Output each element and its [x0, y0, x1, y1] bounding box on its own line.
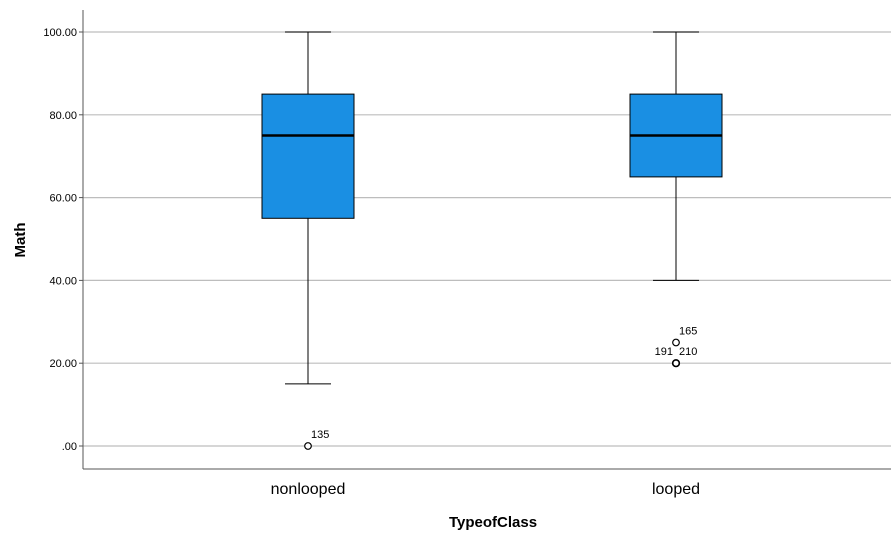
- outlier-point: [304, 442, 312, 450]
- boxes: 135 165 210 191: [261, 31, 723, 450]
- outlier-label: 135: [311, 429, 329, 441]
- outlier-label: 165: [679, 326, 697, 338]
- y-axis-title: Math: [12, 223, 29, 258]
- x-category-label: nonlooped: [271, 481, 346, 498]
- y-tick-labels: .00 20.00 40.00 60.00 80.00 100.00: [43, 27, 83, 453]
- y-tick-label: 80.00: [49, 110, 77, 122]
- axes: [82, 10, 891, 470]
- outlier-point: [672, 338, 680, 347]
- box-group-looped: 165 210 191: [629, 31, 723, 368]
- y-tick-label: 100.00: [43, 27, 77, 39]
- y-tick-label: 60.00: [49, 193, 77, 205]
- y-tick-label: .00: [62, 441, 77, 453]
- y-tick-label: 40.00: [49, 275, 77, 287]
- box-group-nonlooped: 135: [261, 31, 355, 450]
- outlier-point: [671, 359, 681, 368]
- x-category-labels: nonlooped looped: [271, 481, 700, 498]
- gridlines: [83, 31, 891, 447]
- iqr-box: [261, 93, 355, 219]
- outlier-label: 191: [655, 346, 673, 358]
- y-tick-label: 20.00: [49, 358, 77, 370]
- x-category-label: looped: [652, 481, 700, 498]
- outlier-label: 210: [679, 346, 697, 358]
- x-axis-title: TypeofClass: [449, 514, 537, 531]
